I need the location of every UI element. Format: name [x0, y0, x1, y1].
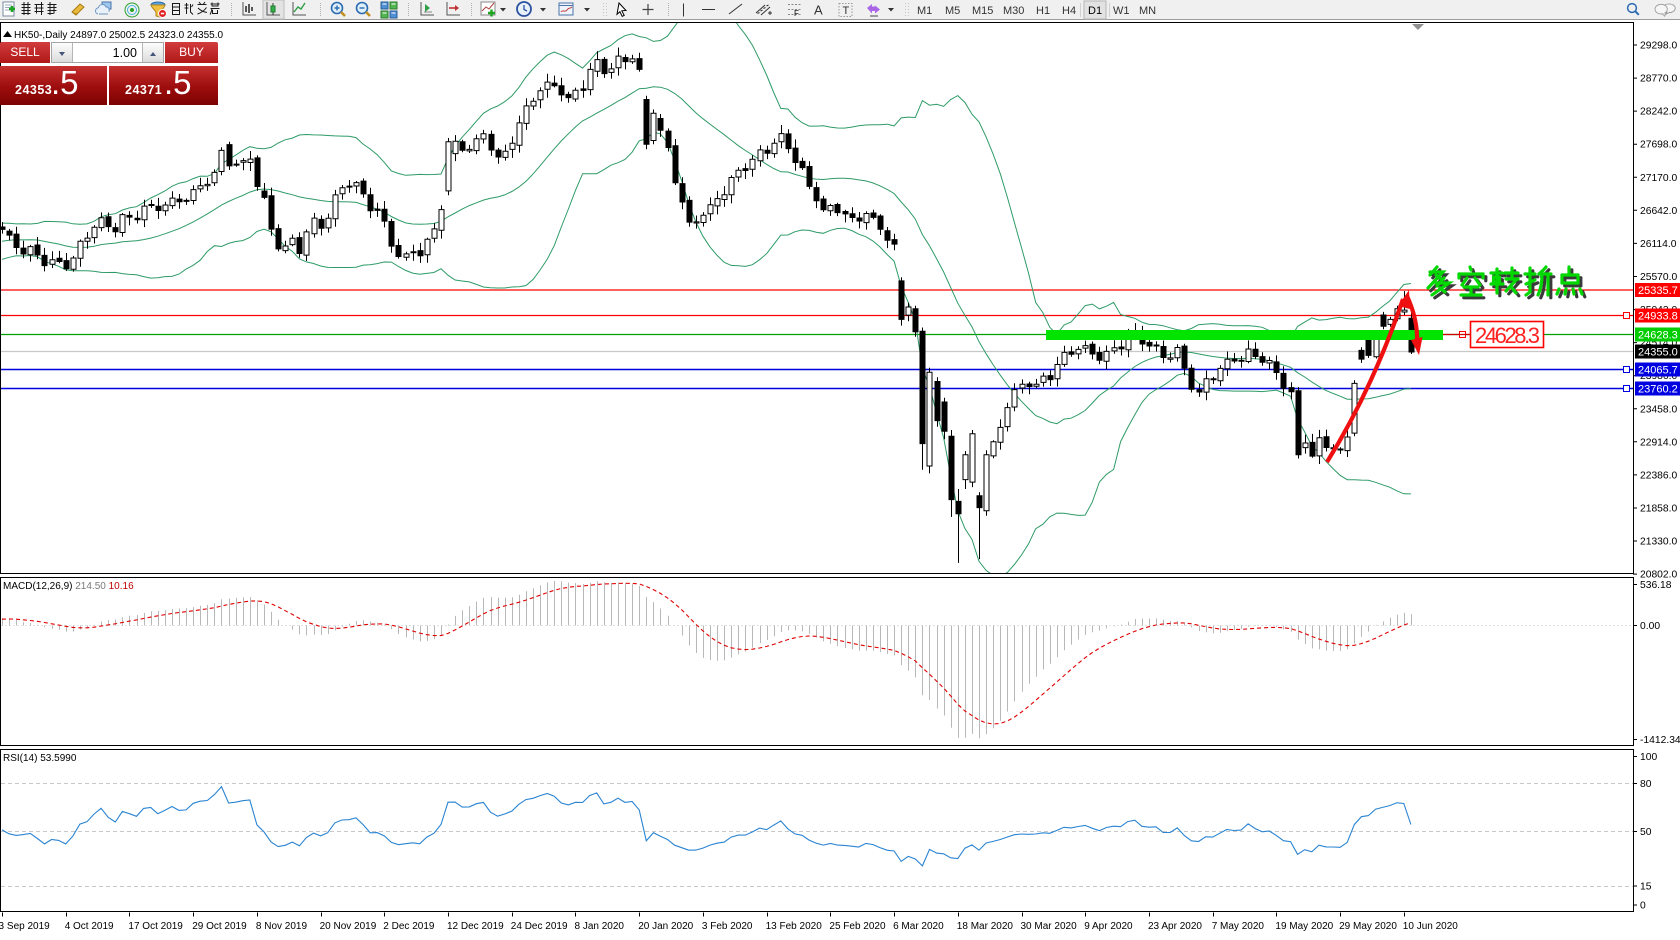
svg-text:10 Jun 2020: 10 Jun 2020 — [1403, 921, 1458, 932]
svg-text:21330.0: 21330.0 — [1640, 537, 1677, 548]
svg-text:23760.2: 23760.2 — [1638, 384, 1678, 396]
svg-text:20 Jan 2020: 20 Jan 2020 — [638, 921, 693, 932]
svg-text:24628.3: 24628.3 — [1638, 330, 1678, 342]
svg-text:50: 50 — [1640, 827, 1652, 838]
svg-text:MN: MN — [1139, 5, 1156, 17]
svg-text:20802.0: 20802.0 — [1640, 570, 1677, 581]
svg-text:0: 0 — [1640, 901, 1646, 912]
svg-text:9 Apr 2020: 9 Apr 2020 — [1084, 921, 1133, 932]
svg-text:23 Sep 2019: 23 Sep 2019 — [0, 921, 50, 932]
svg-text:3 Feb 2020: 3 Feb 2020 — [702, 921, 753, 932]
svg-text:20 Nov 2019: 20 Nov 2019 — [320, 921, 377, 932]
svg-text:80: 80 — [1640, 779, 1652, 790]
svg-text:24355.0: 24355.0 — [1638, 347, 1678, 359]
svg-text:24933.8: 24933.8 — [1638, 311, 1678, 323]
svg-text:2 Dec 2019: 2 Dec 2019 — [383, 921, 435, 932]
svg-text:27698.0: 27698.0 — [1640, 140, 1677, 151]
svg-text:26114.0: 26114.0 — [1640, 239, 1677, 250]
svg-text:23 Apr 2020: 23 Apr 2020 — [1148, 921, 1202, 932]
svg-text:22914.0: 22914.0 — [1640, 437, 1677, 448]
svg-text:29 May 2020: 29 May 2020 — [1339, 921, 1397, 932]
svg-text:17 Oct 2019: 17 Oct 2019 — [128, 921, 183, 932]
svg-text:A: A — [814, 3, 823, 18]
svg-text:19 May 2020: 19 May 2020 — [1275, 921, 1333, 932]
svg-text:0.00: 0.00 — [1640, 621, 1660, 632]
svg-text:25335.7: 25335.7 — [1638, 285, 1678, 297]
svg-text:-1412.34: -1412.34 — [1640, 735, 1680, 746]
svg-text:28770.0: 28770.0 — [1640, 74, 1677, 85]
svg-text:H1: H1 — [1036, 5, 1050, 17]
svg-text:W1: W1 — [1113, 5, 1130, 17]
svg-text:26642.0: 26642.0 — [1640, 206, 1677, 217]
svg-text:8 Jan 2020: 8 Jan 2020 — [575, 921, 625, 932]
svg-text:13 Feb 2020: 13 Feb 2020 — [766, 921, 823, 932]
svg-text:23986.0: 23986.0 — [1640, 371, 1677, 382]
svg-text:18 Mar 2020: 18 Mar 2020 — [957, 921, 1014, 932]
svg-text:24065.7: 24065.7 — [1638, 365, 1678, 377]
svg-text:22386.0: 22386.0 — [1640, 470, 1677, 481]
svg-text:MACD(12,26,9) 214.50 10.16: MACD(12,26,9) 214.50 10.16 — [3, 581, 134, 592]
svg-text:D1: D1 — [1088, 5, 1102, 17]
svg-text:7 May 2020: 7 May 2020 — [1212, 921, 1265, 932]
svg-text:8 Nov 2019: 8 Nov 2019 — [256, 921, 308, 932]
svg-text:30 Mar 2020: 30 Mar 2020 — [1021, 921, 1078, 932]
svg-text:29 Oct 2019: 29 Oct 2019 — [192, 921, 247, 932]
svg-text:6 Mar 2020: 6 Mar 2020 — [893, 921, 944, 932]
svg-text:M1: M1 — [917, 5, 932, 17]
svg-text:27170.0: 27170.0 — [1640, 173, 1677, 184]
svg-text:4 Oct 2019: 4 Oct 2019 — [65, 921, 114, 932]
svg-text:HK50-,Daily 24897.0 25002.5 2: HK50-,Daily 24897.0 25002.5 24323.0 2435… — [14, 30, 223, 41]
svg-text:24628.3: 24628.3 — [1475, 323, 1540, 348]
svg-text:24514.0: 24514.0 — [1640, 338, 1677, 349]
svg-text:RSI(14) 53.5990: RSI(14) 53.5990 — [3, 753, 77, 764]
svg-text:M30: M30 — [1003, 5, 1024, 17]
svg-text:29298.0: 29298.0 — [1640, 41, 1677, 52]
svg-text:28242.0: 28242.0 — [1640, 107, 1677, 118]
svg-text:F: F — [794, 9, 799, 18]
svg-text:24 Dec 2019: 24 Dec 2019 — [511, 921, 568, 932]
svg-text:100: 100 — [1640, 752, 1657, 763]
svg-text:536.18: 536.18 — [1640, 580, 1672, 591]
svg-text:T: T — [843, 5, 850, 17]
svg-text:12 Dec 2019: 12 Dec 2019 — [447, 921, 504, 932]
svg-text:15: 15 — [1640, 882, 1652, 893]
svg-text:M5: M5 — [945, 5, 960, 17]
svg-text:H4: H4 — [1062, 5, 1076, 17]
svg-text:21858.0: 21858.0 — [1640, 504, 1677, 515]
svg-text:23458.0: 23458.0 — [1640, 404, 1677, 415]
svg-text:M15: M15 — [972, 5, 993, 17]
svg-text:25570.0: 25570.0 — [1640, 272, 1677, 283]
svg-text:25 Feb 2020: 25 Feb 2020 — [829, 921, 886, 932]
